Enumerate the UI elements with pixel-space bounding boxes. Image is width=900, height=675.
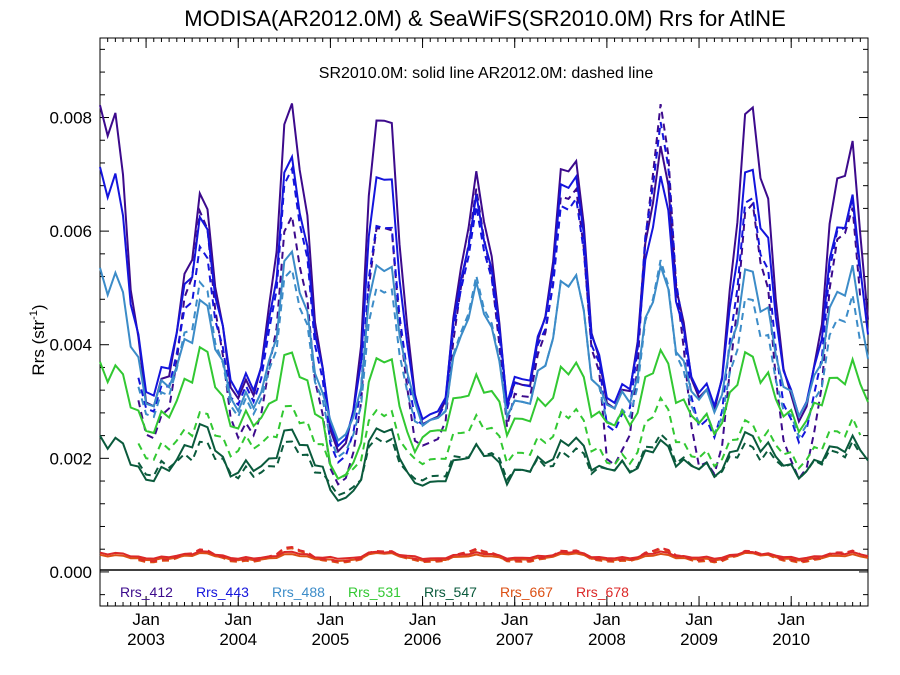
series-rrs-667-sr2010 xyxy=(99,551,869,563)
x-tick-year: 2009 xyxy=(680,630,718,649)
x-tick-year: 2010 xyxy=(772,630,810,649)
chart-title: MODISA(AR2012.0M) & SeaWiFS(SR2010.0M) R… xyxy=(184,6,786,31)
plot-frame xyxy=(99,37,869,607)
x-axis: Jan2003Jan2004Jan2005Jan2006Jan2007Jan20… xyxy=(107,38,861,649)
x-tick-year: 2003 xyxy=(127,630,165,649)
series-rrs-412-ar2012 xyxy=(137,103,862,486)
series-rrs-547-ar2012 xyxy=(137,432,862,497)
legend: Rrs_412 Rrs_443 Rrs_488 Rrs_531 Rrs_547 Rrs_6… xyxy=(120,584,629,600)
legend-rrs-667: Rrs_667 xyxy=(500,584,553,600)
y-axis: 0.000 0.002 0.004 0.006 0.008 xyxy=(49,48,868,596)
series-rrs-531-ar2012 xyxy=(137,395,862,481)
series-rrs-678-sr2010 xyxy=(99,550,869,561)
series-rrs-443-ar2012 xyxy=(137,121,862,465)
line-style-annotation: SR2010.0M: solid line AR2012.0M: dashed … xyxy=(319,65,654,82)
series-rrs-488-sr2010 xyxy=(99,249,869,443)
legend-rrs-488: Rrs_488 xyxy=(272,584,325,600)
series-rrs-412-sr2010 xyxy=(99,103,869,454)
series-rrs-678-ar2012 xyxy=(138,545,861,563)
x-tick-month: Jan xyxy=(225,610,252,629)
x-tick-year: 2005 xyxy=(311,630,349,649)
y-tick-label: 0.004 xyxy=(49,336,92,355)
x-tick-year: 2004 xyxy=(219,630,257,649)
series-rrs-443-sr2010 xyxy=(99,153,869,448)
x-tick-month: Jan xyxy=(409,610,436,629)
legend-rrs-443: Rrs_443 xyxy=(196,584,249,600)
x-tick-year: 2006 xyxy=(404,630,442,649)
x-tick-month: Jan xyxy=(317,610,344,629)
legend-rrs-547: Rrs_547 xyxy=(424,584,477,600)
y-tick-label: 0.006 xyxy=(49,222,92,241)
legend-rrs-678: Rrs_678 xyxy=(576,584,629,600)
x-tick-month: Jan xyxy=(501,610,528,629)
x-tick-month: Jan xyxy=(593,610,620,629)
series-rrs-531-sr2010 xyxy=(99,345,869,481)
series-layer xyxy=(99,103,869,564)
y-tick-label: 0.008 xyxy=(49,109,92,128)
x-tick-year: 2008 xyxy=(588,630,626,649)
series-rrs-488-ar2012 xyxy=(137,259,862,459)
y-tick-label: 0.002 xyxy=(49,449,92,468)
x-tick-month: Jan xyxy=(132,610,159,629)
x-tick-month: Jan xyxy=(685,610,712,629)
x-tick-month: Jan xyxy=(777,610,804,629)
legend-rrs-531: Rrs_531 xyxy=(348,584,401,600)
x-tick-year: 2007 xyxy=(496,630,534,649)
y-axis-label: Rrs (str-1) xyxy=(28,304,48,375)
series-rrs-667-ar2012 xyxy=(138,547,861,564)
legend-rrs-412: Rrs_412 xyxy=(120,584,173,600)
y-tick-label: 0.000 xyxy=(49,563,92,582)
